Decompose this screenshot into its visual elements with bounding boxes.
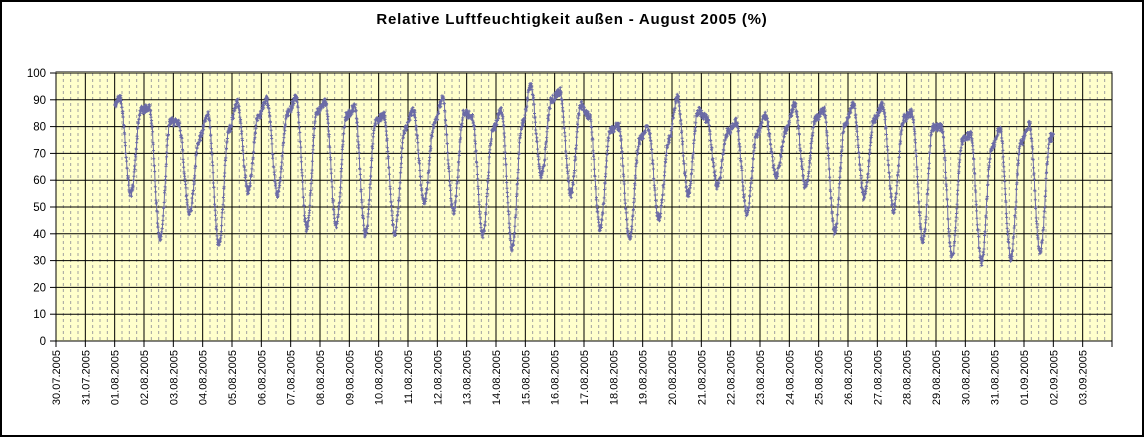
x-axis-label: 25.08.2005 [814, 350, 826, 405]
x-axis-label: 13.08.2005 [462, 350, 474, 405]
x-axis-label: 03.08.2005 [168, 350, 180, 405]
x-axis-label: 20.08.2005 [667, 350, 679, 405]
y-axis-label: 60 [33, 175, 46, 187]
x-axis-label: 30.07.2005 [51, 350, 63, 405]
x-axis-label: 10.08.2005 [374, 350, 386, 405]
x-axis-label: 11.08.2005 [403, 350, 415, 404]
x-axis-label: 31.07.2005 [80, 350, 92, 405]
x-axis-label: 31.08.2005 [990, 350, 1002, 405]
x-axis-label: 02.09.2005 [1048, 350, 1060, 405]
x-axis-label: 01.09.2005 [1019, 350, 1031, 405]
x-axis-label: 02.08.2005 [139, 350, 151, 405]
y-axis-label: 20 [33, 282, 46, 294]
x-axis-label: 01.08.2005 [110, 350, 122, 405]
x-axis-label: 24.08.2005 [784, 350, 796, 405]
x-axis-label: 27.08.2005 [872, 350, 884, 405]
x-axis-label: 16.08.2005 [550, 350, 562, 405]
x-axis-label: 06.08.2005 [256, 350, 268, 405]
y-axis-label: 40 [33, 229, 46, 241]
x-axis-label: 21.08.2005 [696, 350, 708, 405]
humidity-series-markers [113, 82, 1055, 267]
y-axis-label: 0 [40, 336, 46, 348]
chart-title: Relative Luftfeuchtigkeit außen - August… [376, 11, 768, 28]
x-axis-label: 18.08.2005 [608, 350, 620, 405]
y-axis-label: 10 [33, 309, 46, 321]
y-axis-label: 30 [33, 256, 46, 268]
x-axis-label: 23.08.2005 [755, 350, 767, 405]
y-axis-label: 90 [33, 95, 46, 107]
x-axis-label: 08.08.2005 [315, 350, 327, 405]
x-axis-label: 15.08.2005 [520, 350, 532, 405]
humidity-series [113, 82, 1055, 267]
x-axis-label: 12.08.2005 [432, 350, 444, 405]
x-axis-label: 03.09.2005 [1078, 350, 1090, 405]
x-axis-label: 30.08.2005 [960, 350, 972, 405]
y-axis-label: 70 [33, 148, 46, 160]
x-axis-label: 29.08.2005 [931, 350, 943, 405]
x-axis-label: 04.08.2005 [198, 350, 210, 405]
y-axis-label: 50 [33, 202, 46, 214]
x-axis-label: 05.08.2005 [227, 350, 239, 405]
x-axis-label: 14.08.2005 [491, 350, 503, 405]
x-axis-label: 26.08.2005 [843, 350, 855, 405]
y-axis-labels: 0 10 20 30 40 50 60 70 80 90 100 [27, 68, 46, 348]
x-axis-label: 28.08.2005 [902, 350, 914, 405]
y-axis-label: 100 [27, 68, 46, 80]
x-axis-label: 22.08.2005 [726, 350, 738, 405]
x-axis-label: 19.08.2005 [638, 350, 650, 405]
x-axis-labels: 30.07.2005 31.07.2005 01.08.2005 02.08.2005… [51, 350, 1090, 405]
x-axis-label: 09.08.2005 [344, 350, 356, 405]
x-axis-label: 07.08.2005 [286, 350, 298, 405]
axis-ticks [50, 72, 1113, 347]
x-axis-label: 17.08.2005 [579, 350, 591, 405]
y-axis-label: 80 [33, 122, 46, 134]
